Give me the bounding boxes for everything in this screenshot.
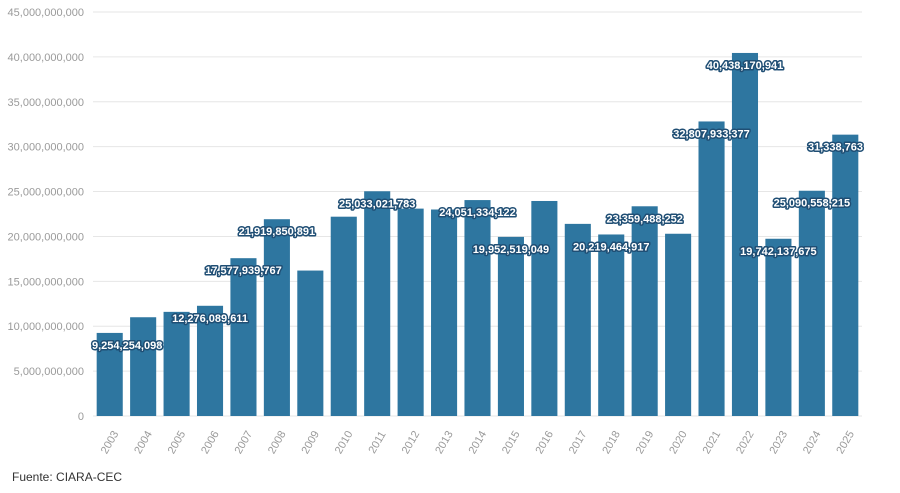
bar-2009 [297, 270, 324, 416]
x-tick-label: 2025 [834, 429, 857, 456]
y-tick-label: 45,000,000,000 [8, 7, 84, 19]
bar-2020 [665, 233, 692, 416]
data-label-2024: 25,090,558,215 [774, 198, 850, 210]
bar-2017 [564, 223, 591, 416]
bar-2011 [364, 191, 391, 416]
data-label-2015: 19,952,519,049 [473, 244, 549, 256]
bar-2008 [263, 219, 290, 416]
x-tick-label: 2018 [600, 429, 623, 456]
x-tick-label: 2023 [767, 429, 790, 456]
bar-2005 [163, 311, 190, 416]
bar-2006 [196, 305, 224, 416]
data-label-2006: 12,276,089,611 [172, 313, 248, 325]
bar-2021 [698, 121, 725, 416]
bar-2019 [631, 206, 658, 416]
x-tick-label: 2016 [533, 429, 556, 456]
data-label-2022: 40,438,170,941 [707, 60, 783, 72]
data-label-2003: 9,254,254,098 [92, 340, 162, 352]
bar-2018 [598, 234, 625, 416]
data-label-2018: 20,219,464,917 [573, 241, 649, 253]
data-label-2019: 23,359,488,252 [606, 213, 682, 225]
y-tick-label: 30,000,000,000 [8, 142, 84, 154]
y-tick-label: 25,000,000,000 [8, 187, 84, 199]
x-tick-label: 2015 [500, 429, 523, 456]
x-tick-label: 2004 [132, 429, 155, 456]
data-label-2021: 32,807,933,377 [673, 128, 749, 140]
data-label-2011: 25,033,021,783 [339, 198, 415, 210]
x-tick-label: 2017 [567, 429, 590, 456]
x-tick-label: 2005 [166, 429, 189, 456]
x-axis-ticks: 2003 2004 2005 2006 2007 2008 2009 2010 2011 2012… [99, 429, 857, 456]
y-tick-label: 5,000,000,000 [14, 366, 84, 378]
x-tick-label: 2022 [734, 429, 757, 456]
y-tick-label: 40,000,000,000 [8, 52, 84, 64]
data-label-2014: 24,051,334,122 [439, 207, 515, 219]
bar-2003 [96, 332, 123, 416]
bar-2024 [798, 190, 825, 416]
bar-2025 [832, 134, 859, 416]
bar-2022 [731, 52, 759, 417]
x-tick-label: 2012 [400, 429, 423, 456]
y-tick-label: 0 [78, 411, 84, 423]
x-tick-label: 2019 [634, 429, 657, 456]
x-tick-label: 2014 [467, 429, 490, 456]
x-tick-label: 2009 [299, 429, 322, 456]
y-tick-label: 10,000,000,000 [8, 321, 84, 333]
x-tick-label: 2020 [667, 429, 690, 456]
x-tick-label: 2008 [266, 429, 289, 456]
bar-2013 [431, 209, 458, 416]
bar-2023 [765, 238, 792, 416]
bars [96, 52, 859, 417]
y-tick-label: 35,000,000,000 [8, 97, 84, 109]
x-tick-label: 2007 [233, 429, 256, 456]
x-tick-label: 2021 [701, 429, 724, 456]
bar-2012 [397, 208, 424, 416]
data-label-2025: 31,338,763 [808, 142, 863, 154]
source-note: Fuente: CIARA-CEC [12, 470, 123, 484]
x-tick-label: 2013 [433, 429, 456, 456]
bar-2007 [230, 258, 257, 416]
bar-2016 [531, 200, 558, 416]
data-labels: 9,254,254,098 12,276,089,611 17,577,939,76… [91, 58, 865, 353]
y-tick-label: 20,000,000,000 [8, 231, 84, 243]
x-tick-label: 2006 [199, 429, 222, 456]
bar-2010 [330, 216, 357, 416]
data-label-2023: 19,742,137,675 [740, 246, 816, 258]
y-axis-ticks: 0 5,000,000,000 10,000,000,000 15,000,000,0… [8, 7, 84, 423]
x-tick-label: 2024 [801, 429, 824, 456]
x-tick-label: 2011 [366, 429, 388, 455]
y-tick-label: 15,000,000,000 [8, 276, 84, 288]
x-tick-label: 2010 [333, 429, 356, 456]
bar-2004 [130, 317, 157, 416]
bar-chart: 0 5,000,000,000 10,000,000,000 15,000,000,0… [8, 7, 865, 456]
x-tick-label: 2003 [99, 429, 122, 456]
data-label-2007: 17,577,939,767 [205, 265, 281, 277]
bar-2015 [497, 236, 524, 416]
data-label-2008: 21,919,850,891 [239, 226, 315, 238]
bar-2014 [464, 200, 491, 416]
